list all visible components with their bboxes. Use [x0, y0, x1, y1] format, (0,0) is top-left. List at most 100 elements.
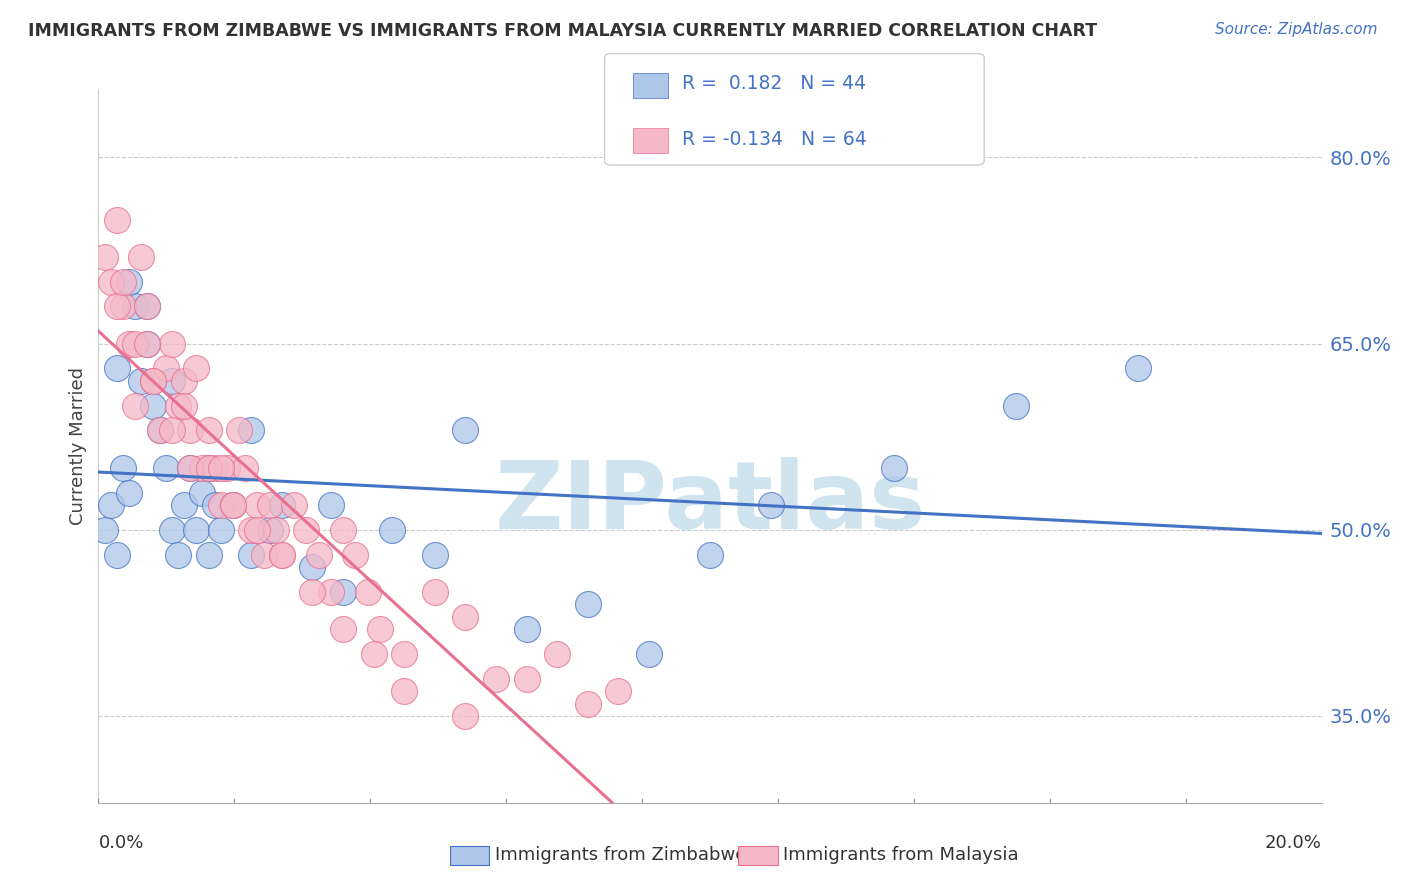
- Point: [160, 336, 183, 351]
- Point: [215, 460, 238, 475]
- Point: [222, 498, 245, 512]
- Point: [100, 498, 122, 512]
- Point: [204, 460, 226, 475]
- Point: [319, 584, 342, 599]
- Point: [246, 523, 269, 537]
- Point: [222, 498, 245, 512]
- Point: [240, 523, 263, 537]
- Point: [283, 498, 305, 512]
- Point: [295, 523, 318, 537]
- Point: [105, 361, 128, 376]
- Text: ZIPatlas: ZIPatlas: [495, 457, 925, 549]
- Point: [576, 697, 599, 711]
- Y-axis label: Currently Married: Currently Married: [69, 367, 87, 525]
- Point: [136, 299, 159, 313]
- Point: [93, 250, 115, 264]
- Point: [1004, 399, 1026, 413]
- Point: [191, 485, 214, 500]
- Point: [111, 460, 134, 475]
- Point: [637, 647, 661, 661]
- Point: [160, 374, 183, 388]
- Point: [516, 622, 538, 636]
- Point: [160, 523, 183, 537]
- Point: [240, 424, 263, 438]
- Point: [197, 548, 219, 562]
- Point: [1128, 361, 1150, 376]
- Text: R =  0.182   N = 44: R = 0.182 N = 44: [682, 74, 866, 94]
- Point: [308, 548, 330, 562]
- Point: [186, 523, 208, 537]
- Point: [149, 424, 172, 438]
- Text: Source: ZipAtlas.com: Source: ZipAtlas.com: [1215, 22, 1378, 37]
- Point: [136, 336, 159, 351]
- Point: [332, 622, 354, 636]
- Point: [368, 622, 391, 636]
- Text: Immigrants from Malaysia: Immigrants from Malaysia: [783, 847, 1019, 864]
- Point: [423, 548, 446, 562]
- Point: [100, 275, 122, 289]
- Point: [197, 460, 219, 475]
- Point: [301, 560, 323, 574]
- Point: [454, 609, 477, 624]
- Point: [356, 584, 378, 599]
- Point: [270, 548, 292, 562]
- Text: 0.0%: 0.0%: [98, 834, 143, 852]
- Point: [124, 299, 146, 313]
- Point: [576, 597, 599, 611]
- Point: [233, 460, 256, 475]
- Point: [111, 299, 134, 313]
- Text: R = -0.134   N = 64: R = -0.134 N = 64: [682, 129, 866, 149]
- Point: [142, 374, 165, 388]
- Point: [173, 498, 195, 512]
- Point: [124, 336, 146, 351]
- Point: [332, 523, 354, 537]
- Point: [142, 399, 165, 413]
- Point: [228, 424, 250, 438]
- Point: [344, 548, 367, 562]
- Point: [607, 684, 630, 698]
- Point: [93, 523, 115, 537]
- Point: [252, 548, 274, 562]
- Point: [270, 548, 292, 562]
- Point: [392, 647, 416, 661]
- Point: [883, 460, 905, 475]
- Point: [191, 460, 214, 475]
- Point: [381, 523, 404, 537]
- Point: [129, 250, 152, 264]
- Point: [264, 523, 287, 537]
- Point: [118, 485, 141, 500]
- Point: [204, 498, 226, 512]
- Point: [485, 672, 508, 686]
- Point: [197, 424, 219, 438]
- Point: [454, 709, 477, 723]
- Point: [179, 460, 201, 475]
- Point: [173, 374, 195, 388]
- Point: [167, 548, 190, 562]
- Point: [167, 399, 190, 413]
- Point: [332, 584, 354, 599]
- Point: [240, 548, 263, 562]
- Point: [186, 361, 208, 376]
- Point: [111, 275, 134, 289]
- Text: Immigrants from Zimbabwe: Immigrants from Zimbabwe: [495, 847, 747, 864]
- Point: [259, 498, 281, 512]
- Point: [699, 548, 721, 562]
- Point: [136, 299, 159, 313]
- Point: [105, 212, 128, 227]
- Point: [155, 460, 177, 475]
- Point: [209, 498, 232, 512]
- Point: [222, 498, 245, 512]
- Point: [363, 647, 385, 661]
- Point: [155, 361, 177, 376]
- Point: [259, 523, 281, 537]
- Point: [759, 498, 782, 512]
- Point: [136, 336, 159, 351]
- Point: [301, 584, 323, 599]
- Point: [197, 460, 219, 475]
- Point: [124, 399, 146, 413]
- Point: [179, 424, 201, 438]
- Point: [516, 672, 538, 686]
- Point: [209, 460, 232, 475]
- Point: [173, 399, 195, 413]
- Point: [319, 498, 342, 512]
